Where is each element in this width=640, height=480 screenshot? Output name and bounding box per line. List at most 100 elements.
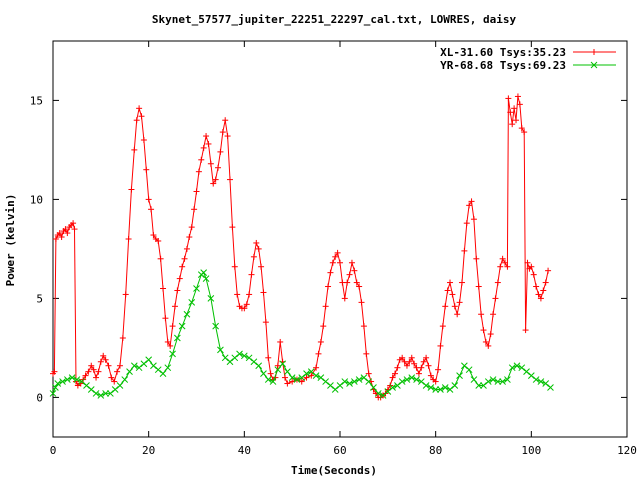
data-point — [422, 382, 430, 389]
data-point — [487, 331, 494, 338]
data-point — [307, 368, 315, 376]
data-point — [398, 378, 406, 385]
data-point — [303, 370, 310, 377]
y-tick-label: 0 — [36, 391, 43, 404]
data-point — [87, 386, 95, 393]
data-point — [403, 376, 411, 383]
data-point — [150, 362, 157, 370]
data-point — [344, 279, 351, 286]
data-point — [203, 133, 210, 140]
data-point — [54, 380, 62, 387]
data-point — [540, 287, 547, 294]
data-point — [365, 370, 372, 377]
data-point — [480, 327, 487, 334]
data-point — [478, 311, 485, 318]
plot-frame — [52, 40, 628, 438]
data-point — [502, 259, 509, 266]
data-point — [250, 253, 257, 260]
data-point — [234, 291, 241, 298]
data-point — [188, 224, 195, 231]
x-tick-label: 60 — [333, 444, 346, 457]
data-point — [164, 338, 171, 345]
data-point — [524, 259, 531, 266]
data-point — [293, 376, 301, 383]
data-point — [284, 368, 291, 376]
data-point — [461, 247, 468, 254]
data-point — [454, 311, 461, 318]
data-point — [140, 137, 147, 143]
data-point — [417, 378, 425, 385]
data-point — [107, 390, 114, 397]
data-point — [284, 380, 291, 387]
data-point — [514, 93, 521, 100]
data-point — [437, 342, 444, 349]
data-point — [312, 372, 320, 379]
data-point — [73, 376, 81, 383]
series-1 — [50, 93, 552, 401]
data-point — [49, 390, 57, 397]
axis-ticks: 0 20 40 60 80 100 120 0 5 10 15 — [30, 41, 637, 457]
data-point — [217, 346, 224, 354]
data-point — [250, 358, 258, 366]
data-point — [188, 299, 196, 306]
series-layer — [49, 93, 554, 401]
data-point — [341, 378, 349, 385]
data-point — [105, 362, 112, 369]
data-point — [279, 360, 286, 368]
data-point — [322, 303, 329, 310]
data-point — [130, 362, 138, 370]
data-point — [78, 378, 86, 385]
data-point — [56, 230, 63, 237]
data-point — [441, 384, 449, 391]
data-point — [394, 364, 401, 371]
data-point — [350, 378, 358, 385]
data-point — [195, 168, 202, 175]
data-point — [164, 364, 172, 372]
data-point — [535, 291, 542, 298]
data-point — [468, 198, 475, 205]
data-point — [82, 372, 89, 379]
data-point — [92, 390, 100, 397]
data-point — [411, 360, 418, 367]
data-point — [427, 372, 434, 379]
data-point — [490, 311, 497, 318]
data-point — [303, 374, 310, 381]
y-axis-label: Power (kelvin) — [4, 194, 17, 287]
data-point — [93, 374, 100, 381]
data-point — [215, 164, 222, 171]
data-point — [480, 382, 487, 389]
data-point — [159, 370, 167, 377]
data-point — [394, 382, 401, 389]
chart-title: Skynet_57577_jupiter_22251_22297_cal.txt… — [152, 13, 517, 26]
data-point — [356, 283, 363, 290]
data-point — [200, 269, 208, 277]
data-point — [329, 259, 336, 266]
data-point — [68, 374, 76, 381]
data-point — [289, 378, 296, 385]
data-point — [150, 232, 157, 239]
data-point — [136, 105, 143, 112]
data-point — [403, 362, 410, 369]
data-point — [465, 366, 473, 374]
data-point — [169, 350, 176, 358]
data-point — [456, 372, 463, 379]
data-point — [221, 354, 229, 362]
data-point — [456, 299, 463, 306]
data-point — [255, 362, 263, 370]
data-point — [258, 263, 265, 270]
data-point — [269, 378, 277, 385]
data-point — [128, 186, 135, 193]
data-point — [97, 358, 104, 365]
data-point — [513, 362, 521, 370]
data-point — [145, 196, 152, 203]
data-point — [365, 378, 373, 385]
data-point — [181, 255, 188, 262]
data-point — [243, 301, 250, 308]
data-point — [461, 362, 468, 370]
data-point — [497, 263, 504, 270]
data-point — [458, 279, 465, 286]
data-point — [193, 285, 200, 292]
data-point — [336, 382, 344, 389]
data-point — [360, 323, 367, 330]
